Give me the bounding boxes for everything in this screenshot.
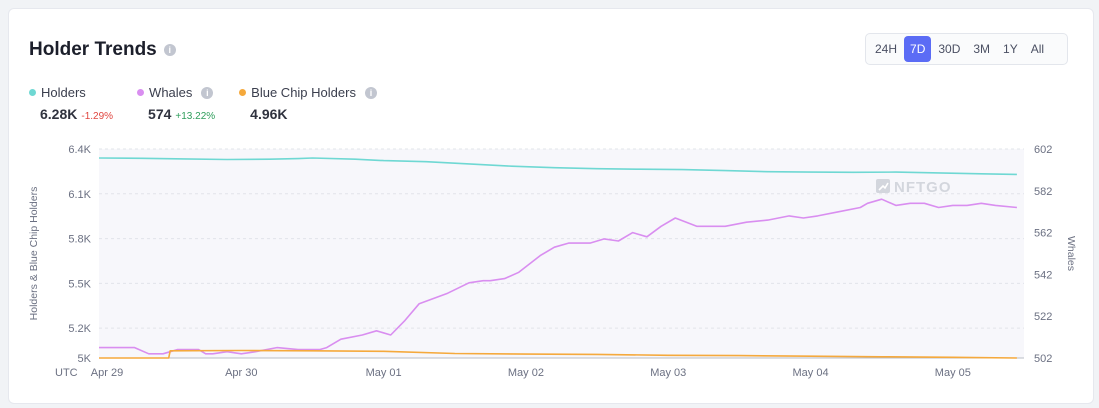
legend-dot-icon (239, 89, 247, 96)
legend-label: Blue Chip Holders (251, 85, 356, 100)
page-title: Holder Trends (29, 39, 157, 60)
y-right-tick-label: 562 (1034, 228, 1052, 240)
range-button-1y[interactable]: 1Y (1003, 42, 1018, 56)
range-button-30d[interactable]: 30D (938, 42, 961, 56)
watermark-text: NFTGO (894, 179, 952, 196)
y-right-tick-label: 542 (1034, 269, 1052, 281)
range-button-24h[interactable]: 24H (875, 42, 898, 56)
legend-dot-icon (29, 89, 36, 96)
x-tick-label: May 04 (792, 367, 828, 379)
range-button-3m[interactable]: 3M (973, 42, 991, 56)
x-tick-label: May 03 (650, 367, 686, 379)
x-tick-label: Apr 29 (91, 367, 123, 379)
y-left-tick-label: 5K (78, 353, 92, 365)
info-icon[interactable]: i (364, 86, 377, 99)
y-right-tick-label: 582 (1034, 186, 1052, 198)
y-right-axis-title: Whales (1065, 236, 1077, 271)
legend-change: -1.29% (81, 111, 114, 122)
nftgo-logo-mark-icon (878, 182, 889, 191)
y-left-tick-label: 5.5K (68, 278, 91, 290)
legend-value: 6.28K (40, 106, 78, 122)
legend-dot-icon (137, 89, 145, 96)
legend-item-blue-chip-holders[interactable]: Blue Chip Holders i 4.96K (239, 85, 377, 122)
series-line-holders (98, 157, 1017, 176)
info-icon[interactable]: i (201, 86, 214, 99)
holder-trends-chart: 6.4K 6.1K 5.8K 5.5K 5.2K 5K 602 582 562 542 522 502… (28, 144, 1077, 379)
y-left-tick-label: 6.4K (68, 144, 91, 156)
x-tick-label: Apr 30 (225, 367, 257, 379)
y-left-axis-title: Holders & Blue Chip Holders (28, 187, 40, 321)
legend: Holders 6.28K -1.29% Whales i 574 +13.22% Blue … (29, 85, 401, 122)
series-line-whales (99, 198, 1017, 355)
legend-value: 4.96K (250, 106, 288, 122)
legend-item-holders[interactable]: Holders 6.28K -1.29% (29, 85, 113, 122)
legend-value: 574 (148, 106, 172, 122)
x-tick-label: May 02 (508, 367, 544, 379)
y-left-tick-label: 5.8K (68, 234, 91, 246)
x-tick-label: May 01 (366, 367, 402, 379)
series-line-blue-chip-holders (99, 349, 1017, 359)
legend-label: Whales (149, 85, 193, 100)
holder-trends-card: Holder Trends i 24H 7D 30D 3M 1Y All Holders 6… (8, 8, 1094, 404)
plot-area (99, 149, 1024, 358)
title-row: Holder Trends i (29, 39, 176, 61)
x-tick-label: May 05 (935, 367, 971, 379)
y-right-tick-label: 522 (1034, 311, 1052, 323)
legend-item-whales[interactable]: Whales i 574 +13.22% (137, 85, 215, 122)
x-axis-prefix-label: UTC (55, 367, 78, 379)
y-right-tick-label: 602 (1034, 144, 1052, 156)
y-left-tick-label: 5.2K (68, 323, 91, 335)
time-range-selector: 24H 7D 30D 3M 1Y All (865, 33, 1068, 65)
y-left-tick-label: 6.1K (68, 189, 91, 201)
info-icon[interactable]: i (163, 44, 176, 56)
y-right-tick-label: 502 (1034, 353, 1052, 365)
legend-label: Holders (41, 85, 86, 100)
range-button-7d[interactable]: 7D (904, 36, 932, 62)
legend-change: +13.22% (175, 111, 216, 122)
range-button-all[interactable]: All (1030, 42, 1045, 56)
